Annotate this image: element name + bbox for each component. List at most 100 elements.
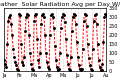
Point <box>61 16 63 18</box>
Point <box>18 13 20 14</box>
Point <box>55 59 57 61</box>
Point <box>78 65 80 66</box>
Point <box>47 67 49 68</box>
Point <box>68 68 70 70</box>
Point <box>65 38 67 39</box>
Point <box>54 45 56 46</box>
Point <box>37 59 39 61</box>
Point <box>6 43 8 45</box>
Point <box>42 13 44 14</box>
Point <box>10 24 12 25</box>
Point <box>35 13 37 14</box>
Point <box>4 63 6 64</box>
Point <box>99 67 100 68</box>
Point <box>13 56 15 57</box>
Point <box>67 63 69 64</box>
Point <box>17 69 19 71</box>
Point <box>23 56 25 57</box>
Point <box>39 52 41 54</box>
Point <box>12 49 14 50</box>
Point <box>94 15 96 16</box>
Point <box>59 52 61 54</box>
Point <box>98 59 99 61</box>
Point <box>53 27 55 28</box>
Point <box>84 13 86 14</box>
Point <box>88 58 90 59</box>
Point <box>75 24 77 25</box>
Point <box>9 15 11 16</box>
Point <box>87 43 89 45</box>
Point <box>71 31 73 32</box>
Point <box>96 24 98 25</box>
Point <box>92 49 93 50</box>
Point <box>30 63 32 64</box>
Point <box>32 69 34 71</box>
Point <box>90 68 92 70</box>
Point <box>24 31 26 32</box>
Point <box>19 15 21 16</box>
Point <box>25 16 27 18</box>
Point <box>89 65 91 66</box>
Point <box>3 59 5 61</box>
Point <box>80 69 82 71</box>
Point <box>64 22 66 23</box>
Point <box>79 68 81 70</box>
Point <box>85 15 87 16</box>
Point <box>45 52 47 54</box>
Point <box>105 13 106 14</box>
Point <box>33 20 35 21</box>
Point <box>52 16 54 18</box>
Point <box>70 56 72 57</box>
Point <box>86 25 88 27</box>
Point <box>105 15 107 16</box>
Point <box>93 20 95 21</box>
Point <box>102 63 103 64</box>
Point <box>31 68 33 70</box>
Point <box>36 38 38 39</box>
Point <box>5 67 7 68</box>
Point <box>69 69 71 71</box>
Point <box>43 16 45 18</box>
Point <box>73 13 75 14</box>
Point <box>60 27 62 28</box>
Point <box>27 15 29 16</box>
Point <box>100 69 102 71</box>
Title: Milwaukee Weather  Solar Radiation Avg per Day W/m2/minute: Milwaukee Weather Solar Radiation Avg pe… <box>0 2 120 7</box>
Point <box>57 69 59 71</box>
Point <box>29 52 31 54</box>
Point <box>8 16 10 18</box>
Point <box>28 34 30 36</box>
Point <box>95 13 96 14</box>
Point <box>7 20 9 21</box>
Point <box>48 68 50 70</box>
Point <box>22 65 24 66</box>
Point <box>82 49 84 50</box>
Point <box>102 42 104 43</box>
Point <box>14 61 16 63</box>
Point <box>40 24 42 25</box>
Point <box>41 15 43 16</box>
Point <box>26 13 28 14</box>
Point <box>76 42 78 43</box>
Point <box>56 67 58 68</box>
Point <box>51 13 53 14</box>
Point <box>11 34 13 36</box>
Point <box>44 34 46 36</box>
Point <box>63 15 65 16</box>
Point <box>83 20 85 21</box>
Point <box>16 68 18 70</box>
Point <box>62 14 64 15</box>
Point <box>91 69 93 71</box>
Point <box>46 61 48 63</box>
Point <box>101 69 102 71</box>
Point <box>81 68 83 70</box>
Point <box>104 16 105 18</box>
Point <box>77 56 79 57</box>
Point <box>20 43 22 45</box>
Point <box>21 61 23 63</box>
Point <box>50 15 52 16</box>
Point <box>49 34 51 36</box>
Point <box>97 43 99 45</box>
Point <box>74 15 76 16</box>
Point <box>15 65 17 66</box>
